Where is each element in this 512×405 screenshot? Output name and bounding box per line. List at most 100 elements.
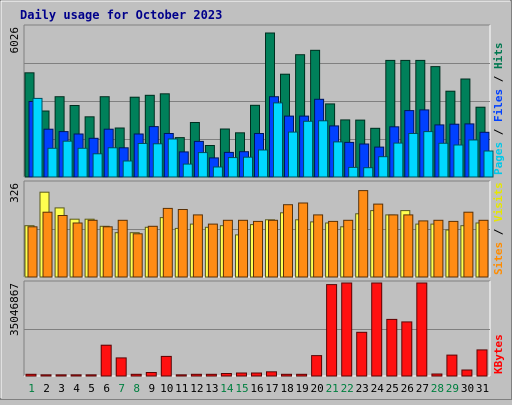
bar-kbytes-day-24 xyxy=(371,282,383,377)
bar-sites-day-14 xyxy=(222,219,233,278)
y-tick-label: 6026 xyxy=(8,27,21,54)
bar-sites-day-23 xyxy=(358,190,369,278)
bar-pages-day-23 xyxy=(363,167,374,178)
bar-pages-day-28 xyxy=(438,142,449,178)
legend-item-sites: Sites xyxy=(492,242,505,275)
bar-pages-day-15 xyxy=(243,156,253,178)
x-tick-label-day-2: 2 xyxy=(43,382,50,395)
bar-sites-day-21 xyxy=(328,220,339,278)
bar-pages-day-9 xyxy=(152,143,163,178)
bar-sites-day-11 xyxy=(177,209,188,278)
x-tick-label-day-28: 28 xyxy=(431,382,444,395)
bar-pages-day-24 xyxy=(378,156,389,178)
bar-kbytes-day-30 xyxy=(461,369,473,377)
bar-sites-day-22 xyxy=(343,219,354,278)
x-tick-label-day-19: 19 xyxy=(295,382,308,395)
bar-sites-day-6 xyxy=(102,226,113,278)
x-tick-label-day-22: 22 xyxy=(341,382,354,395)
x-tick-label-day-26: 26 xyxy=(401,382,414,395)
bar-pages-day-26 xyxy=(408,133,419,178)
bar-kbytes-day-16 xyxy=(251,372,262,377)
bar-sites-day-27 xyxy=(418,220,429,278)
bar-sites-day-4 xyxy=(72,222,83,278)
bar-kbytes-day-17 xyxy=(266,371,277,377)
bar-kbytes-day-4 xyxy=(70,374,82,377)
y-tick-label: 35046867 xyxy=(8,283,21,336)
bar-sites-day-28 xyxy=(433,219,444,278)
legend-item-hits: Hits xyxy=(492,43,505,70)
bar-kbytes-day-12 xyxy=(190,373,202,377)
bar-kbytes-day-27 xyxy=(416,282,428,377)
bar-pages-day-17 xyxy=(273,102,283,178)
x-tick-label-day-12: 12 xyxy=(190,382,203,395)
bar-kbytes-day-13 xyxy=(205,373,217,377)
bar-pages-day-21 xyxy=(333,141,344,178)
legend-kbytes: KBytes xyxy=(492,334,505,374)
bar-pages-day-2 xyxy=(47,147,58,178)
bar-pages-day-27 xyxy=(423,131,434,178)
legend-pages-files-hits: Pages / Files / Hits xyxy=(492,43,505,176)
x-tick-label-day-14: 14 xyxy=(220,382,234,395)
bar-kbytes-day-1 xyxy=(25,373,37,377)
bar-sites-day-10 xyxy=(162,207,173,278)
x-tick-label-day-9: 9 xyxy=(148,382,155,395)
x-tick-label-day-21: 21 xyxy=(326,382,339,395)
x-tick-label-day-20: 20 xyxy=(310,382,323,395)
bar-kbytes-day-22 xyxy=(341,282,353,377)
bar-pages-day-30 xyxy=(468,139,479,178)
bar-kbytes-day-6 xyxy=(100,344,112,377)
bar-pages-day-29 xyxy=(453,144,464,178)
legend-separator: / xyxy=(492,122,505,142)
bar-pages-day-3 xyxy=(62,140,73,178)
panel-pages-files-hits: 6026 Pages / Files / Hits xyxy=(8,24,505,178)
bar-pages-day-25 xyxy=(393,142,404,178)
x-tick-label-day-24: 24 xyxy=(371,382,385,395)
bar-pages-day-13 xyxy=(212,166,223,178)
x-tick-label-day-15: 15 xyxy=(235,382,248,395)
bar-pages-day-16 xyxy=(258,149,268,178)
bar-kbytes-day-9 xyxy=(145,372,157,377)
bar-sites-day-26 xyxy=(403,214,414,278)
x-tick-label-day-7: 7 xyxy=(118,382,125,395)
x-tick-label-day-17: 17 xyxy=(265,382,278,395)
x-tick-label-day-23: 23 xyxy=(356,382,369,395)
bar-sites-day-5 xyxy=(87,219,98,278)
bar-sites-day-3 xyxy=(57,215,68,278)
x-tick-label-day-11: 11 xyxy=(175,382,188,395)
bar-kbytes-day-15 xyxy=(236,372,247,377)
series-kbytes xyxy=(25,282,488,377)
bar-kbytes-day-25 xyxy=(386,318,398,377)
bar-sites-day-19 xyxy=(298,202,309,278)
bar-sites-day-17 xyxy=(268,219,278,278)
x-tick-label-day-6: 6 xyxy=(103,382,110,395)
chart-title: Daily usage for October 2023 xyxy=(20,8,222,22)
bar-kbytes-day-20 xyxy=(311,355,323,377)
bar-sites-day-9 xyxy=(147,225,158,278)
bar-pages-day-1 xyxy=(32,97,43,178)
bar-sites-day-29 xyxy=(448,220,459,278)
bar-sites-day-24 xyxy=(373,203,384,278)
bar-kbytes-day-2 xyxy=(40,374,52,377)
legend-item-visits: Visits xyxy=(492,182,505,222)
bar-kbytes-day-10 xyxy=(160,355,172,377)
bar-pages-day-4 xyxy=(77,147,88,178)
bar-pages-day-18 xyxy=(288,131,298,178)
bar-kbytes-day-23 xyxy=(356,331,368,377)
legend-separator: / xyxy=(492,222,505,242)
bar-sites-day-31 xyxy=(478,219,489,278)
bar-kbytes-day-21 xyxy=(326,284,338,377)
panels-group: 6026 Pages / Files / Hits 326 Sites / Visit… xyxy=(8,24,505,377)
bar-kbytes-day-11 xyxy=(175,374,187,377)
x-tick-label-day-27: 27 xyxy=(416,382,429,395)
bar-sites-day-16 xyxy=(253,220,263,278)
bar-sites-day-2 xyxy=(42,211,53,278)
bar-sites-day-30 xyxy=(463,211,474,278)
bar-kbytes-day-29 xyxy=(446,354,458,377)
legend-item-kbytes: KBytes xyxy=(492,334,505,374)
bar-kbytes-day-8 xyxy=(130,373,142,377)
bar-pages-day-31 xyxy=(483,150,494,178)
legend-item-pages: Pages xyxy=(492,142,505,175)
x-tick-label-day-3: 3 xyxy=(58,382,65,395)
x-tick-label-day-13: 13 xyxy=(205,382,218,395)
bar-pages-day-10 xyxy=(167,138,178,178)
